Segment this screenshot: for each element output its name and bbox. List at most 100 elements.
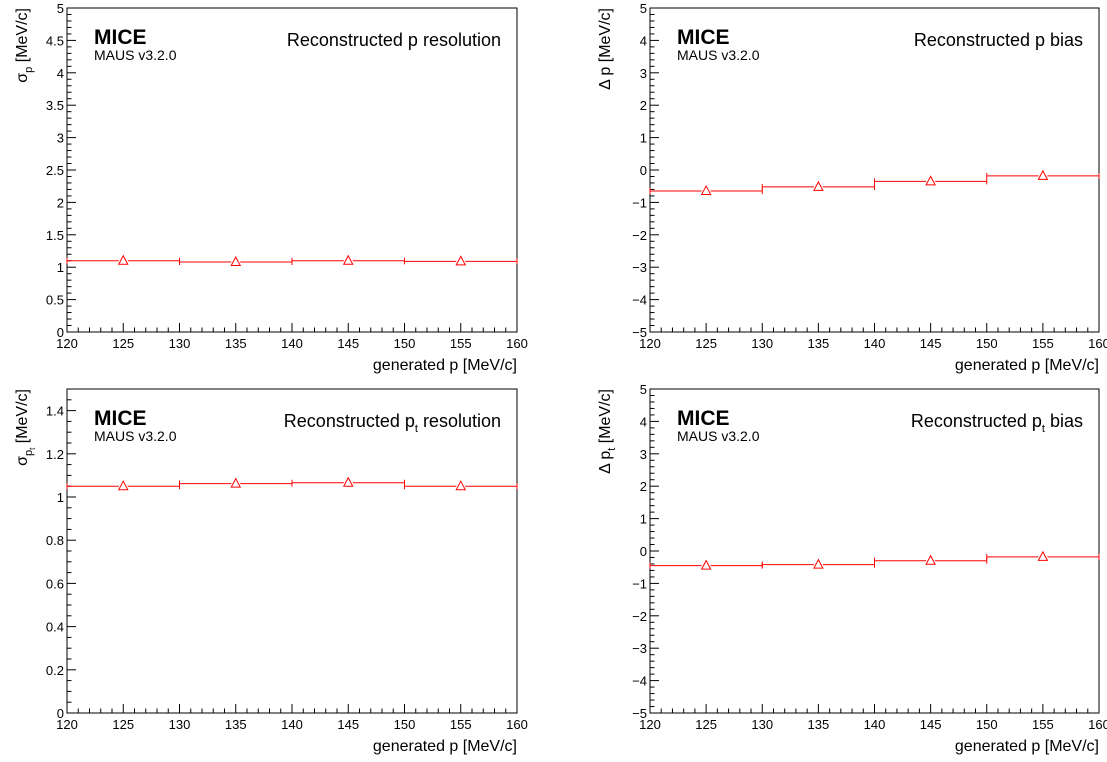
y-tick-label: 5 <box>57 1 64 16</box>
y-tick-label: 0.5 <box>46 293 64 308</box>
y-tick-label: 3.5 <box>46 98 64 113</box>
x-tick-label: 145 <box>920 717 942 732</box>
y-tick-label: 2.5 <box>46 163 64 178</box>
data-point <box>813 558 824 569</box>
y-tick-label: 0 <box>640 544 647 559</box>
x-tick-label: 135 <box>225 717 247 732</box>
y-tick-label: 0.4 <box>46 620 64 635</box>
x-axis-title: generated p [MeV/c] <box>955 357 1099 374</box>
y-tick-label: 2 <box>57 195 64 210</box>
maus-version-label: MAUS v3.2.0 <box>677 428 760 444</box>
data-point <box>455 480 467 491</box>
x-tick-label: 125 <box>695 336 717 351</box>
y-tick-label: 1 <box>57 490 64 505</box>
y-tick-label: −1 <box>632 576 647 591</box>
mice-label: MICE <box>94 26 147 49</box>
panel-title: Reconstructed pt resolution <box>284 411 501 435</box>
x-tick-label: 130 <box>169 717 191 732</box>
y-tick-label: 4.5 <box>46 33 64 48</box>
y-tick-label: 1 <box>640 512 647 527</box>
x-axis-title: generated p [MeV/c] <box>955 738 1099 755</box>
y-tick-label: 3 <box>640 447 647 462</box>
x-axis-title: generated p [MeV/c] <box>373 738 517 755</box>
x-tick-label: 150 <box>394 717 416 732</box>
x-tick-label: 145 <box>920 336 942 351</box>
mice-label: MICE <box>677 26 730 49</box>
x-tick-label: 125 <box>695 717 717 732</box>
x-tick-label: 145 <box>337 336 359 351</box>
x-tick-label: 140 <box>281 717 303 732</box>
x-tick-label: 155 <box>450 717 472 732</box>
x-tick-label: 130 <box>751 336 773 351</box>
x-axis-title: generated p [MeV/c] <box>373 357 517 374</box>
panel-title: Reconstructed p bias <box>914 30 1083 50</box>
y-tick-label: 0 <box>57 325 64 340</box>
chart-panel-1: 120 125 130 135 140 145 150 155 160 0 0.5 1 1.5 2 2.5 3… <box>14 1 528 374</box>
data-point <box>925 175 936 186</box>
data-point <box>342 254 354 265</box>
x-tick-label: 155 <box>450 336 472 351</box>
y-tick-label: 1 <box>640 131 647 146</box>
y-tick-label: −2 <box>632 609 647 624</box>
x-tick-label: 120 <box>639 336 661 351</box>
data-point <box>230 255 242 267</box>
x-tick-label: 125 <box>112 717 134 732</box>
x-tick-label: 135 <box>808 717 830 732</box>
x-tick-label: 140 <box>864 336 886 351</box>
mice-label: MICE <box>94 407 147 430</box>
panel-title: Reconstructed pt bias <box>911 411 1083 435</box>
x-tick-label: 150 <box>976 717 998 732</box>
y-axis-title: σp [MeV/c] <box>14 8 35 83</box>
x-tick-label: 160 <box>1088 717 1107 732</box>
panel-title: Reconstructed p resolution <box>287 30 501 50</box>
y-tick-label: 0.8 <box>46 533 64 548</box>
y-tick-label: 5 <box>640 382 647 397</box>
y-tick-label: 4 <box>640 414 647 429</box>
y-tick-label: 0.6 <box>46 576 64 591</box>
y-tick-label: 4 <box>57 66 64 81</box>
y-tick-label: 1.4 <box>46 404 64 419</box>
x-tick-label: 150 <box>394 336 416 351</box>
y-tick-label: 0 <box>57 706 64 721</box>
x-tick-label: 125 <box>112 336 134 351</box>
chart-panel-2: 120 125 130 135 140 145 150 155 160−5−4−3−2−1012… <box>597 1 1107 374</box>
x-tick-label: 150 <box>976 336 998 351</box>
y-tick-label: 3 <box>640 66 647 81</box>
maus-version-label: MAUS v3.2.0 <box>677 47 760 63</box>
y-tick-label: −5 <box>632 325 647 340</box>
x-tick-label: 120 <box>639 717 661 732</box>
y-tick-label: −5 <box>632 706 647 721</box>
x-tick-label: 160 <box>506 336 528 351</box>
y-tick-label: −4 <box>632 293 647 308</box>
mice-label: MICE <box>677 407 730 430</box>
y-axis-title: σpt [MeV/c] <box>14 389 37 466</box>
x-tick-label: 160 <box>1088 336 1107 351</box>
data-point <box>230 477 242 488</box>
data-point <box>925 554 936 565</box>
maus-version-label: MAUS v3.2.0 <box>94 428 177 444</box>
y-tick-label: 0 <box>640 163 647 178</box>
data-point <box>1037 169 1049 180</box>
y-tick-label: −4 <box>632 674 647 689</box>
y-tick-label: 2 <box>640 98 647 113</box>
chart-panel-4: 120 125 130 135 140 145 150 155 160−5−4−3−2−1012… <box>597 382 1107 755</box>
y-tick-label: 3 <box>57 131 64 146</box>
y-tick-label: 1 <box>57 260 64 275</box>
y-tick-label: 1.5 <box>46 228 64 243</box>
data-point <box>700 184 712 196</box>
chart-panel-3: 120 125 130 135 140 145 150 155 160 0 0.2 0.4 0.6 0.8… <box>14 388 528 755</box>
x-tick-label: 140 <box>864 717 886 732</box>
x-tick-label: 155 <box>1032 717 1054 732</box>
y-tick-label: −2 <box>632 228 647 243</box>
data-point <box>117 480 129 491</box>
y-tick-label: 4 <box>640 33 647 48</box>
maus-version-label: MAUS v3.2.0 <box>94 47 177 63</box>
x-tick-label: 160 <box>506 717 528 732</box>
y-tick-label: −1 <box>632 195 647 210</box>
x-tick-label: 145 <box>337 717 359 732</box>
x-tick-label: 155 <box>1032 336 1054 351</box>
y-tick-label: 2 <box>640 479 647 494</box>
y-tick-label: 5 <box>640 1 647 16</box>
x-tick-label: 130 <box>169 336 191 351</box>
